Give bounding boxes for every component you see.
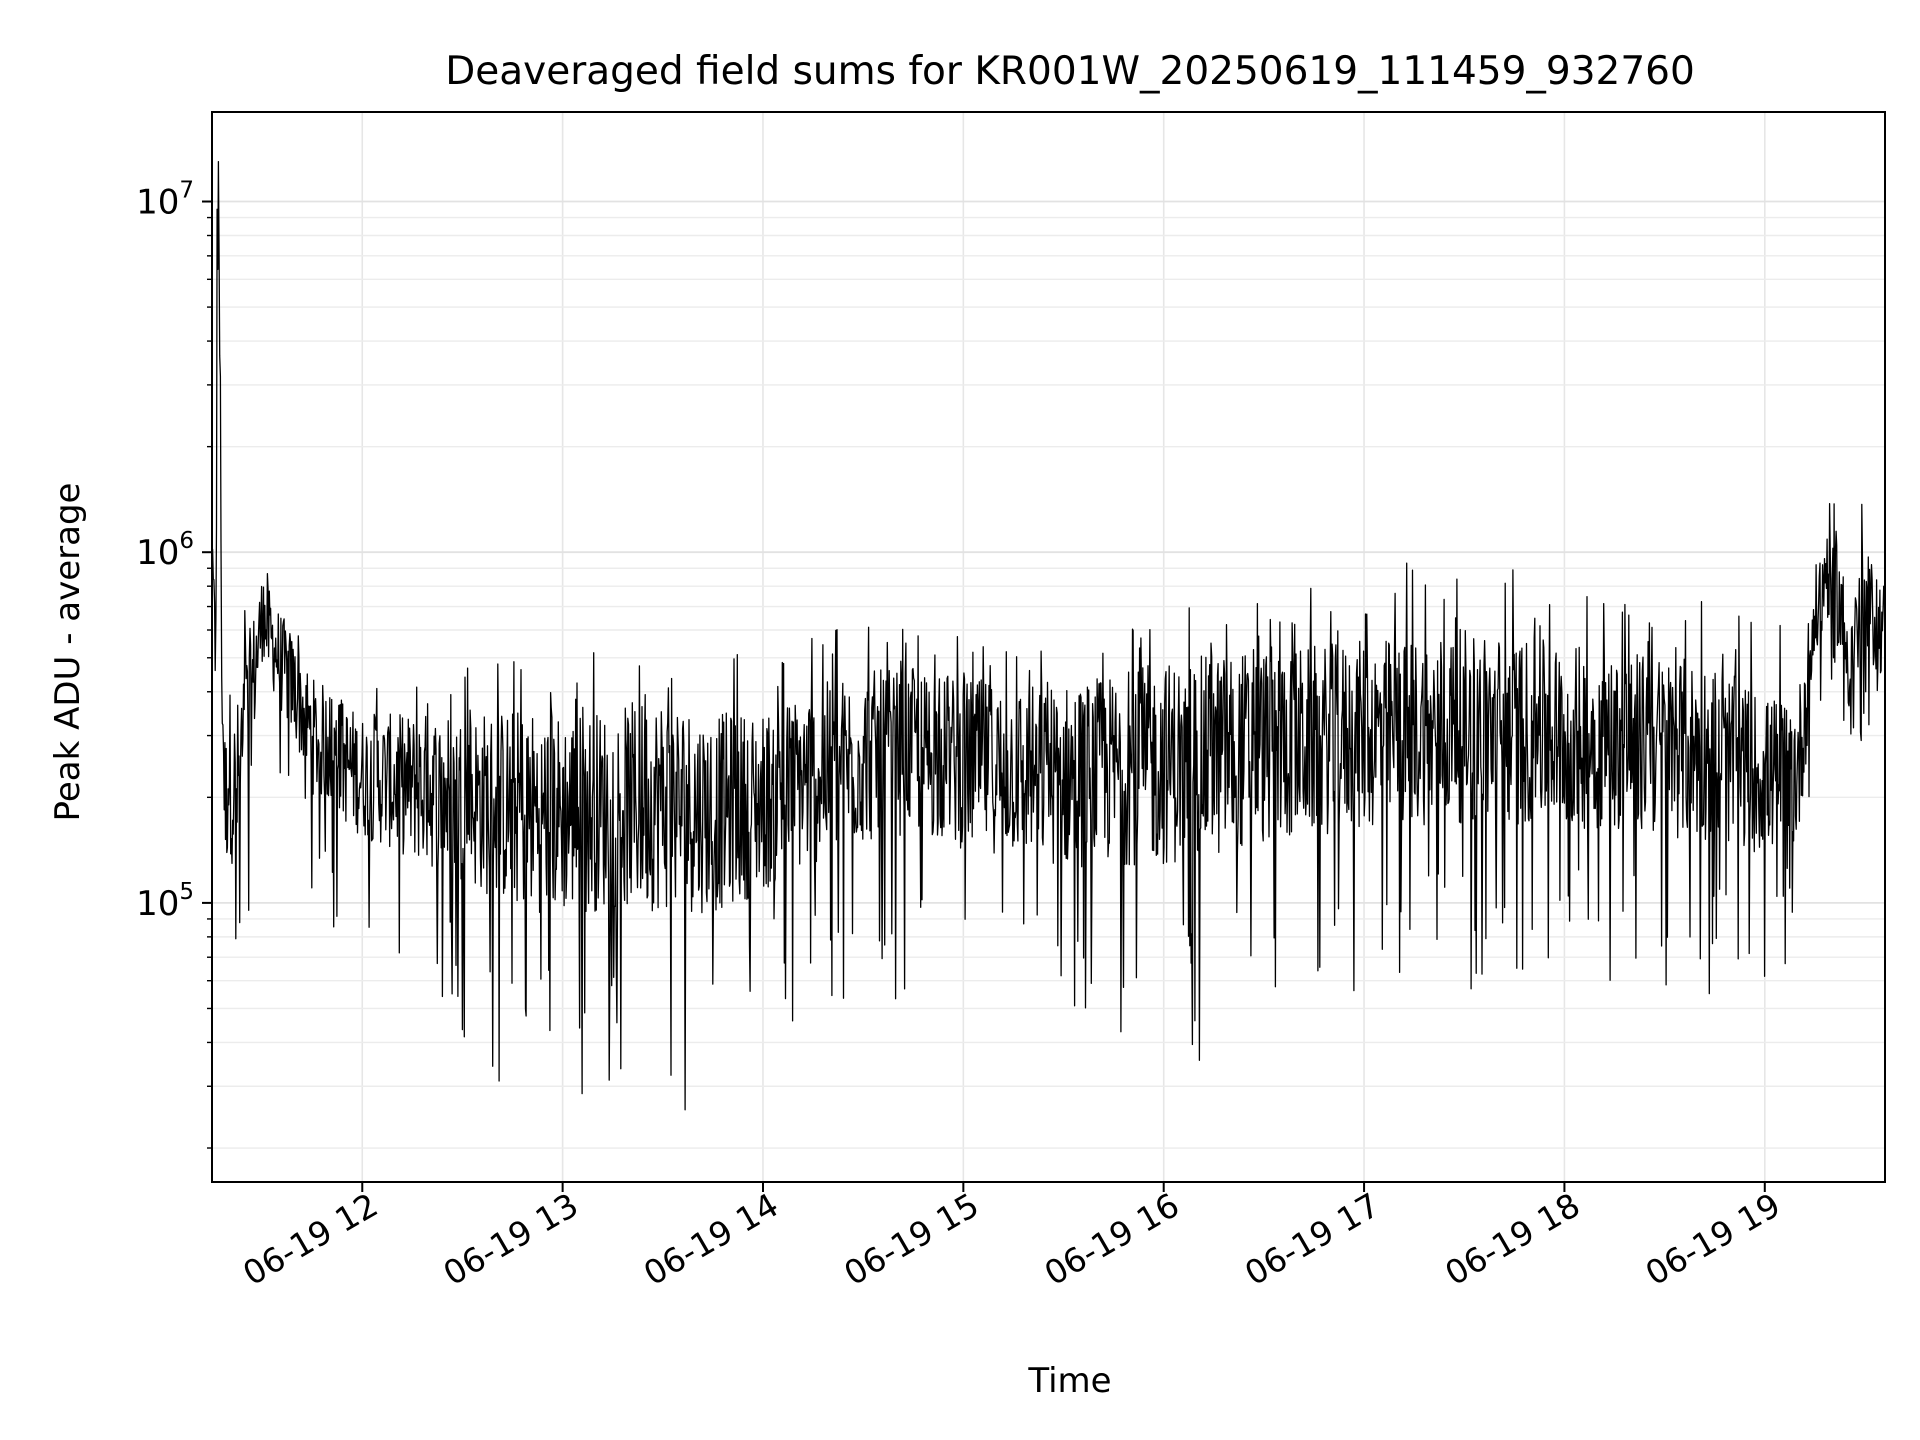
y-tick-label: 106 xyxy=(136,528,194,573)
series-line xyxy=(211,160,1886,1111)
plot-frame xyxy=(211,111,1886,1183)
x-axis-label: Time xyxy=(1027,1361,1111,1401)
y-axis-label: Peak ADU - average xyxy=(48,483,88,822)
y-tick-label: 107 xyxy=(136,178,194,223)
series-path xyxy=(211,160,1886,1111)
chart-title: Deaveraged field sums for KR001W_2025061… xyxy=(445,49,1695,94)
y-tick-label: 105 xyxy=(136,879,194,924)
